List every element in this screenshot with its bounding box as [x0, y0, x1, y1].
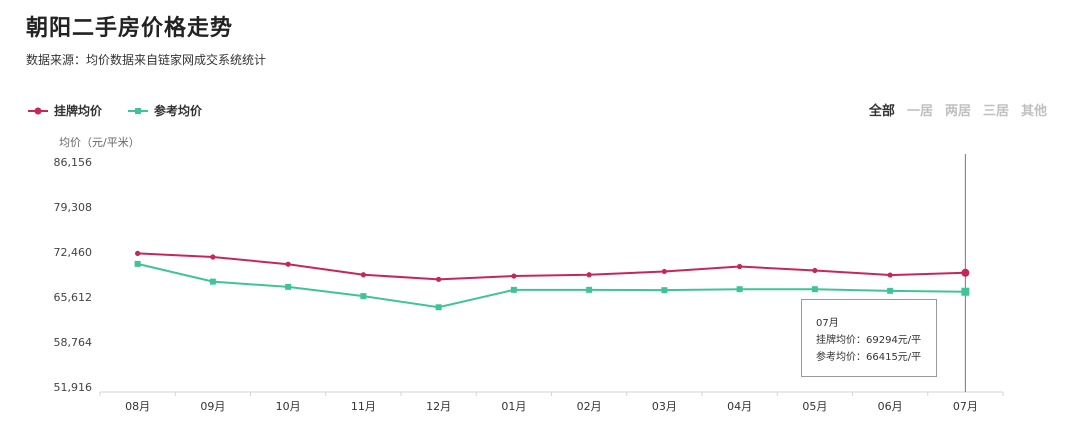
data-tooltip: 07月 挂牌均价：69294元/平 参考均价：66415元/平 [801, 299, 937, 377]
data-point-reference [887, 287, 894, 294]
legend-circle-line-icon [28, 107, 48, 114]
x-tick-label: 11月 [351, 400, 376, 413]
data-point-reference [285, 283, 292, 290]
series-line-listing [137, 252, 966, 281]
x-tick-label: 12月 [426, 400, 451, 413]
tab-one-bedroom[interactable]: 一居 [906, 104, 933, 119]
x-tick-label: 09月 [200, 400, 225, 413]
tooltip-listing-value: 挂牌均价：69294元/平 [816, 335, 922, 346]
data-point-reference [134, 260, 141, 267]
data-source-note: 数据来源：均价数据来自链家网成交系统统计 [26, 53, 267, 67]
x-tick-label: 06月 [878, 400, 903, 413]
data-point-reference [811, 286, 818, 293]
y-tick-label: 72,460 [54, 246, 93, 259]
y-tick-label: 65,612 [54, 291, 93, 304]
y-tick-label: 86,156 [54, 156, 93, 169]
page-title: 朝阳二手房价格走势 [26, 16, 234, 41]
y-axis-title: 均价（元/平米） [59, 136, 140, 149]
x-tick-label: 05月 [802, 400, 827, 413]
y-tick-label: 51,916 [54, 381, 93, 394]
data-point-listing [961, 268, 970, 277]
x-tick-label: 10月 [276, 400, 301, 413]
room-type-tabs: 全部 一居 两居 三居 其他 [869, 100, 1047, 119]
tooltip-month: 07月 [816, 318, 839, 329]
legend-item-reference[interactable]: 参考均价 [128, 102, 202, 119]
data-point-reference [961, 287, 970, 296]
data-point-listing [887, 272, 893, 278]
series-line-reference [137, 262, 966, 309]
data-point-listing [737, 263, 743, 270]
data-point-listing [436, 276, 442, 282]
data-point-reference [360, 293, 367, 300]
tab-other[interactable]: 其他 [1020, 104, 1047, 119]
data-point-listing [210, 254, 216, 260]
legend-label-reference: 参考均价 [154, 104, 203, 118]
x-tick-label: 07月 [953, 400, 978, 413]
chart-legend: 挂牌均价 参考均价 [28, 102, 202, 119]
data-point-reference [209, 278, 216, 285]
data-point-reference [510, 286, 517, 293]
x-tick-label: 04月 [727, 400, 752, 413]
data-point-listing [135, 250, 141, 256]
y-tick-label: 58,764 [54, 336, 93, 349]
data-point-reference [586, 286, 593, 293]
x-tick-label: 08月 [125, 400, 150, 413]
legend-label-listing: 挂牌均价 [54, 104, 103, 118]
data-point-listing [511, 273, 517, 279]
tab-three-bedroom[interactable]: 三居 [982, 104, 1009, 119]
tab-two-bedroom[interactable]: 两居 [944, 104, 971, 119]
data-point-reference [435, 304, 442, 311]
x-tick-label: 03月 [652, 400, 677, 413]
y-tick-label: 79,308 [54, 201, 93, 214]
data-point-listing [586, 272, 592, 278]
legend-item-listing[interactable]: 挂牌均价 [28, 102, 102, 119]
data-point-listing [360, 272, 366, 278]
tooltip-reference-value: 参考均价：66415元/平 [816, 352, 922, 363]
legend-square-line-icon [128, 107, 149, 114]
x-tick-label: 01月 [501, 400, 526, 413]
data-point-reference [736, 286, 743, 293]
tab-all[interactable]: 全部 [868, 104, 895, 119]
x-tick-label: 02月 [577, 400, 602, 413]
data-point-listing [812, 267, 818, 274]
data-point-listing [661, 268, 667, 275]
data-point-reference [661, 287, 668, 294]
data-point-listing [285, 261, 291, 267]
